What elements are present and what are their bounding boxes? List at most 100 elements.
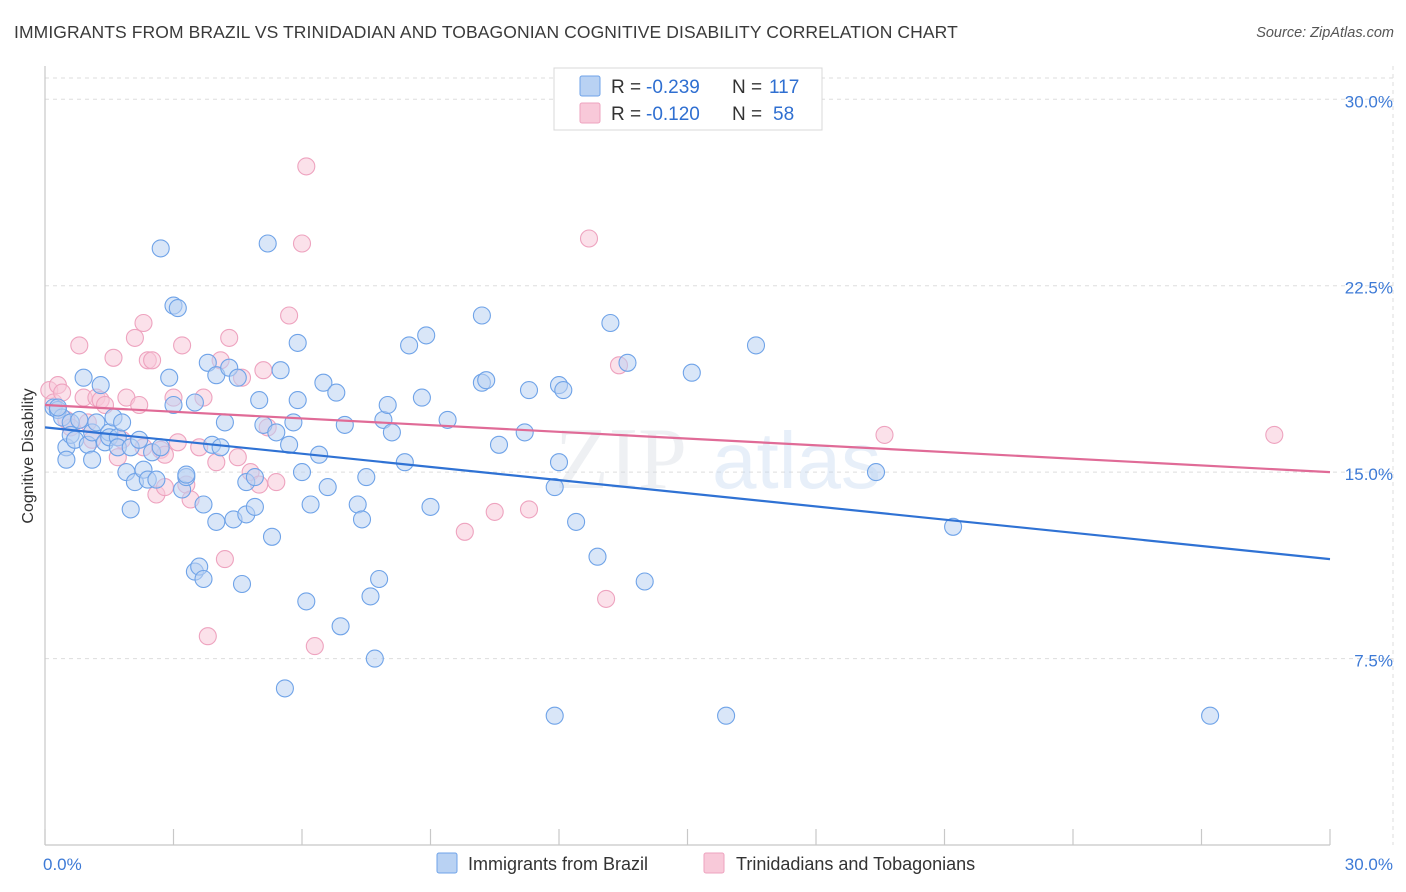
brazil-point (489, 435, 509, 454)
trinidad-point (597, 589, 616, 608)
chart-title: IMMIGRANTS FROM BRAZIL VS TRINIDADIAN AN… (14, 22, 958, 42)
trinidad-point (207, 453, 226, 472)
trinidad-point (280, 306, 299, 325)
trinidad-point (173, 336, 192, 355)
brazil-point (113, 413, 132, 432)
legend-r-label: R = (611, 104, 641, 125)
brazil-point (370, 569, 389, 589)
brazil-point (207, 512, 226, 531)
brazil-point (549, 453, 569, 472)
brazil-point (438, 410, 457, 429)
brazil-point (412, 388, 431, 407)
brazil-trend-line (44, 426, 1331, 561)
brazil-point (365, 649, 384, 668)
brazil-point (74, 368, 93, 387)
brazil-point (567, 512, 586, 531)
brazil-point (331, 617, 350, 636)
brazil-point (682, 363, 701, 382)
brazil-point (301, 495, 320, 514)
brazil-point (944, 517, 963, 536)
series-trinidad-points (40, 157, 1284, 656)
watermark-zip: ZIP (555, 411, 687, 508)
brazil-point (151, 438, 170, 457)
legend-swatch-trinidad (579, 102, 601, 124)
brazil-point (421, 497, 440, 516)
trinidad-point (455, 522, 474, 541)
trinidad-point (228, 448, 247, 467)
brazil-point (352, 510, 372, 529)
legend-label-trinidad: Trinidadians and Tobagonians (736, 854, 975, 874)
brazil-point (164, 395, 183, 415)
brazil-point (194, 569, 213, 589)
brazil-point (198, 353, 217, 372)
brazil-point (335, 415, 354, 434)
trinidad-point (305, 637, 324, 656)
brazil-point (70, 410, 89, 429)
legend-n-value: 58 (773, 104, 794, 125)
brazil-point (267, 423, 286, 442)
brazil-point (91, 376, 110, 395)
brazil-point (545, 706, 564, 725)
brazil-point (185, 393, 204, 412)
brazil-point (1201, 706, 1220, 725)
trinidad-point (579, 229, 599, 248)
brazil-point (382, 423, 401, 442)
brazil-point (160, 368, 179, 387)
trinidad-point (104, 348, 123, 367)
trinidad-point (254, 361, 273, 380)
brazil-point (348, 495, 367, 514)
legend-r-label: R = (611, 77, 641, 98)
brazil-point (515, 423, 534, 442)
trinidad-point (220, 328, 239, 347)
brazil-point (151, 239, 170, 258)
brazil-point (318, 478, 337, 497)
brazil-point (177, 465, 196, 484)
trinidad-trend-line (44, 403, 1331, 474)
trinidad-point (519, 500, 539, 519)
brazil-point (168, 299, 187, 318)
chart-source: Source: ZipAtlas.com (1256, 25, 1394, 41)
brazil-point (262, 527, 282, 546)
brazil-point (258, 234, 277, 253)
brazil-point (215, 413, 234, 432)
brazil-point (866, 463, 886, 482)
brazil-point (288, 391, 307, 410)
series-legend: Immigrants from Brazil Trinidadians and … (436, 852, 975, 874)
trinidad-point (143, 351, 162, 370)
brazil-point (519, 381, 539, 400)
brazil-point (472, 306, 491, 325)
brazil-point (357, 468, 376, 487)
y-tick-label: 15.0% (1345, 465, 1393, 484)
brazil-point (121, 500, 140, 519)
brazil-point (57, 450, 76, 469)
gridlines (45, 66, 1394, 845)
trinidad-point (292, 234, 312, 253)
brazil-point (211, 438, 230, 457)
brazil-point (327, 383, 346, 402)
watermark: ZIP atlas (555, 411, 881, 508)
y-tick-labels: 7.5% 15.0% 22.5% 30.0% (1345, 92, 1393, 670)
brazil-point (250, 391, 269, 410)
brazil-point (477, 371, 496, 390)
y-tick-label: 30.0% (1345, 92, 1393, 111)
brazil-point (717, 706, 736, 725)
brazil-point (618, 353, 637, 372)
trinidad-point (1265, 425, 1284, 444)
legend-swatch-brazil (579, 75, 601, 97)
brazil-point (245, 468, 264, 487)
brazil-point (588, 547, 607, 566)
series-brazil-points (44, 234, 1220, 725)
brazil-point (314, 373, 333, 392)
trinidad-point (198, 627, 217, 646)
trinidad-point (215, 550, 234, 569)
brazil-point (83, 450, 102, 469)
y-tick-label: 22.5% (1345, 279, 1393, 298)
legend-n-value: 117 (769, 77, 799, 98)
brazil-point (275, 679, 294, 698)
legend-swatch-trinidad (703, 852, 725, 874)
brazil-point (746, 336, 766, 355)
brazil-point (417, 326, 436, 345)
stats-legend: R = -0.239 N = 117 R = -0.120 N = 58 (553, 67, 823, 131)
brazil-point (284, 413, 303, 432)
